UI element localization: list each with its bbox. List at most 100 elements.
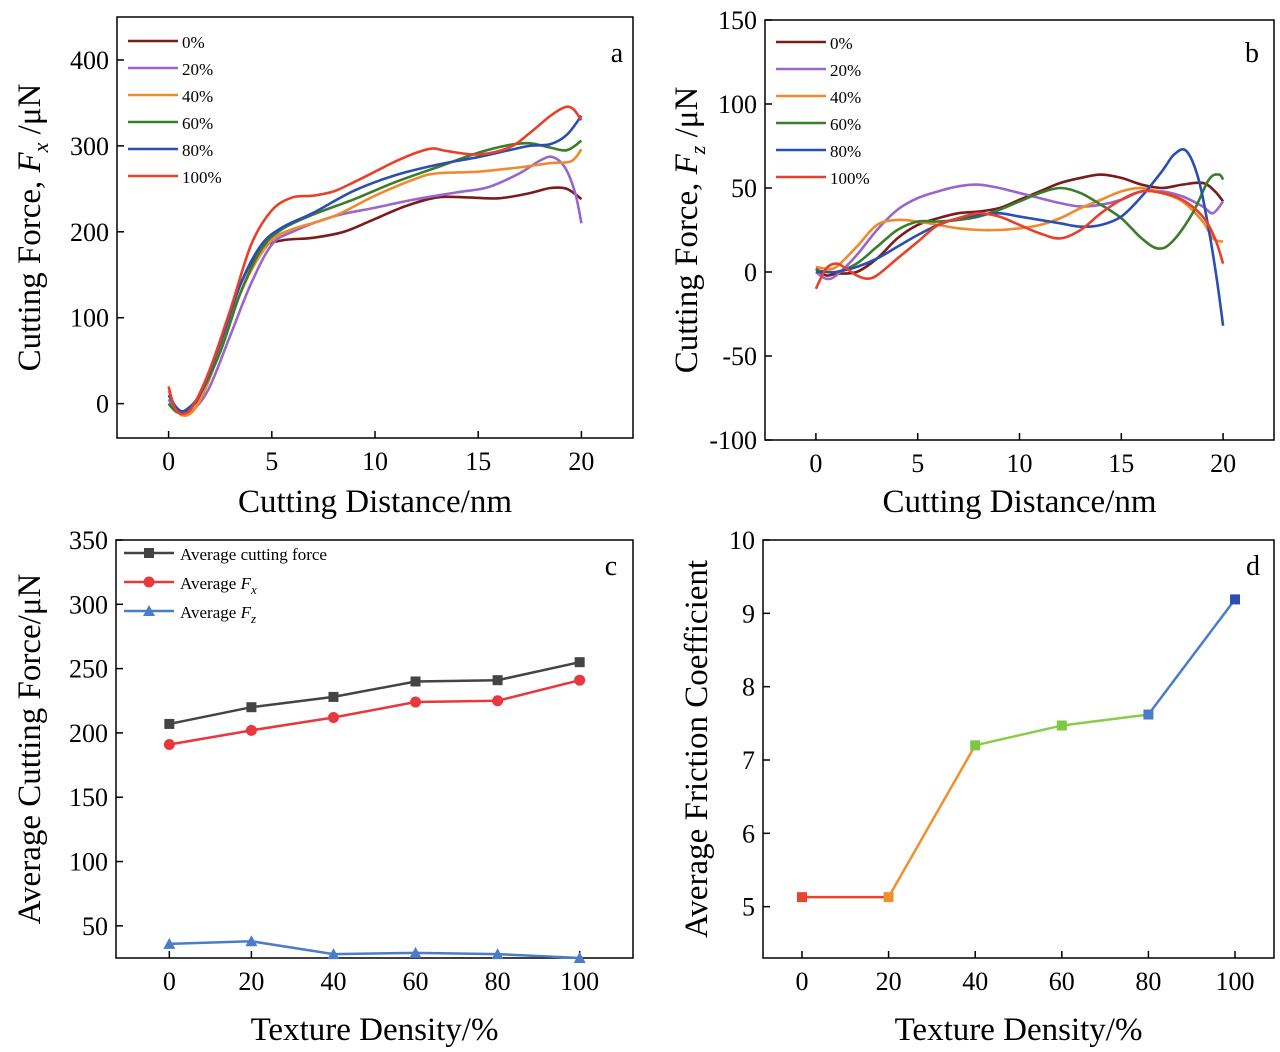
data-point	[1230, 594, 1241, 605]
legend-label-subscript: x	[250, 582, 257, 597]
data-point	[1056, 720, 1067, 731]
data-point	[328, 691, 339, 702]
x-tick-label: 60	[403, 967, 429, 996]
series-group	[167, 105, 583, 418]
plot-frame	[115, 539, 634, 959]
data-point	[245, 724, 257, 736]
legend-label: Average Fx	[180, 574, 257, 597]
y-axis-title-text: Cutting Force,	[669, 174, 705, 373]
y-tick-label: 100	[70, 304, 109, 333]
series-segment	[887, 744, 977, 898]
legend-label: 20%	[182, 60, 213, 79]
series-line	[169, 940, 580, 960]
legend-label: Average cutting force	[180, 545, 327, 564]
legend-label: 80%	[830, 142, 861, 161]
y-tick-label: 9	[742, 599, 755, 628]
plot-frame	[764, 19, 1275, 441]
legend-label-symbol: F	[240, 603, 252, 622]
series-2	[163, 935, 586, 963]
data-point	[574, 674, 586, 686]
x-tick-label: 20	[238, 967, 264, 996]
data-point	[327, 948, 340, 960]
legend-label: 20%	[830, 61, 861, 80]
x-tick-label: 5	[911, 449, 924, 478]
data-point	[409, 946, 422, 958]
data-point	[796, 892, 807, 903]
x-tick-label: 15	[465, 447, 491, 476]
data-point	[883, 892, 894, 903]
x-tick-label: 20	[1210, 449, 1236, 478]
series-segment	[1147, 598, 1237, 716]
legend-label: 100%	[182, 168, 222, 187]
data-point	[327, 711, 339, 723]
y-axis-title: Cutting Force, Fx /μN	[12, 83, 53, 371]
x-tick-label: 15	[1108, 449, 1134, 478]
y-tick-label: 100	[69, 848, 108, 877]
panel-c: 0 20 40 60 80 100 50 100 150 200 250 300 350 Texture …	[12, 526, 634, 1048]
y-axis-title-symbol: F	[12, 151, 48, 173]
series-0	[164, 657, 585, 729]
data-point	[245, 935, 258, 947]
x-tick-label: 20	[876, 967, 902, 996]
series-line-20pct	[815, 183, 1225, 281]
y-tick-label: 200	[70, 218, 109, 247]
legend-marker	[143, 576, 155, 588]
data-point	[410, 696, 422, 708]
y-tick-label: 400	[70, 46, 109, 75]
panel-b: 0 5 10 15 20 -100 -50 0 50 100 150 Cutting Distance…	[669, 6, 1275, 520]
panel-letter: b	[1245, 38, 1259, 69]
x-tick-label: 80	[485, 967, 511, 996]
x-tick-label: 0	[163, 967, 176, 996]
series-group	[814, 148, 1225, 326]
panel-letter: d	[1246, 551, 1260, 582]
panel-letter: c	[605, 551, 617, 582]
data-point	[573, 952, 586, 963]
y-tick-label: 50	[82, 912, 108, 941]
legend-label: 60%	[830, 115, 861, 134]
data-point	[163, 738, 175, 750]
y-axis-title: Average Cutting Force/μN	[12, 574, 48, 925]
y-axis-title-unit: /μN	[669, 87, 705, 146]
y-axis-title-unit: /μN	[12, 83, 48, 142]
panel-letter: a	[611, 38, 624, 69]
legend-label-text: Average	[180, 574, 241, 593]
series-line-80pct	[815, 148, 1225, 326]
x-tick-label: 40	[320, 967, 346, 996]
y-tick-label: 350	[69, 526, 108, 555]
x-tick-label: 0	[795, 967, 808, 996]
y-axis-title-text: Cutting Force,	[12, 172, 48, 371]
legend-label: 60%	[182, 114, 213, 133]
x-tick-label: 0	[809, 449, 822, 478]
legend-label: 0%	[830, 34, 853, 53]
x-tick-label: 80	[1135, 967, 1161, 996]
x-tick-label: 10	[362, 447, 388, 476]
x-tick-label: 5	[265, 447, 278, 476]
x-axis-title: Cutting Distance/nm	[882, 484, 1156, 520]
data-point	[492, 695, 504, 707]
y-tick-label: 0	[96, 390, 109, 419]
y-tick-label: 300	[69, 590, 108, 619]
legend-label: 100%	[830, 169, 870, 188]
y-tick-label: -50	[722, 342, 757, 371]
y-tick-label: 200	[69, 719, 108, 748]
series-segment	[1061, 713, 1149, 727]
y-tick-label: 300	[70, 132, 109, 161]
y-tick-label: 5	[742, 893, 755, 922]
data-point	[574, 657, 585, 668]
series-line	[169, 660, 580, 726]
y-tick-label: -100	[709, 426, 757, 455]
legend-label-text: Average	[180, 603, 241, 622]
y-tick-label: 7	[742, 746, 755, 775]
x-tick-label: 60	[1049, 967, 1075, 996]
y-tick-label: 50	[731, 174, 757, 203]
legend-label: 80%	[182, 141, 213, 160]
plot-frame	[116, 16, 634, 439]
y-axis-title-symbol: F	[669, 153, 705, 175]
y-axis-title: Average Friction Coefficient	[679, 560, 715, 938]
legend-label: Average Fz	[180, 603, 256, 626]
data-point	[491, 948, 504, 960]
plot-frame	[762, 539, 1275, 959]
series-line-40pct	[167, 148, 583, 418]
data-point	[163, 937, 176, 949]
